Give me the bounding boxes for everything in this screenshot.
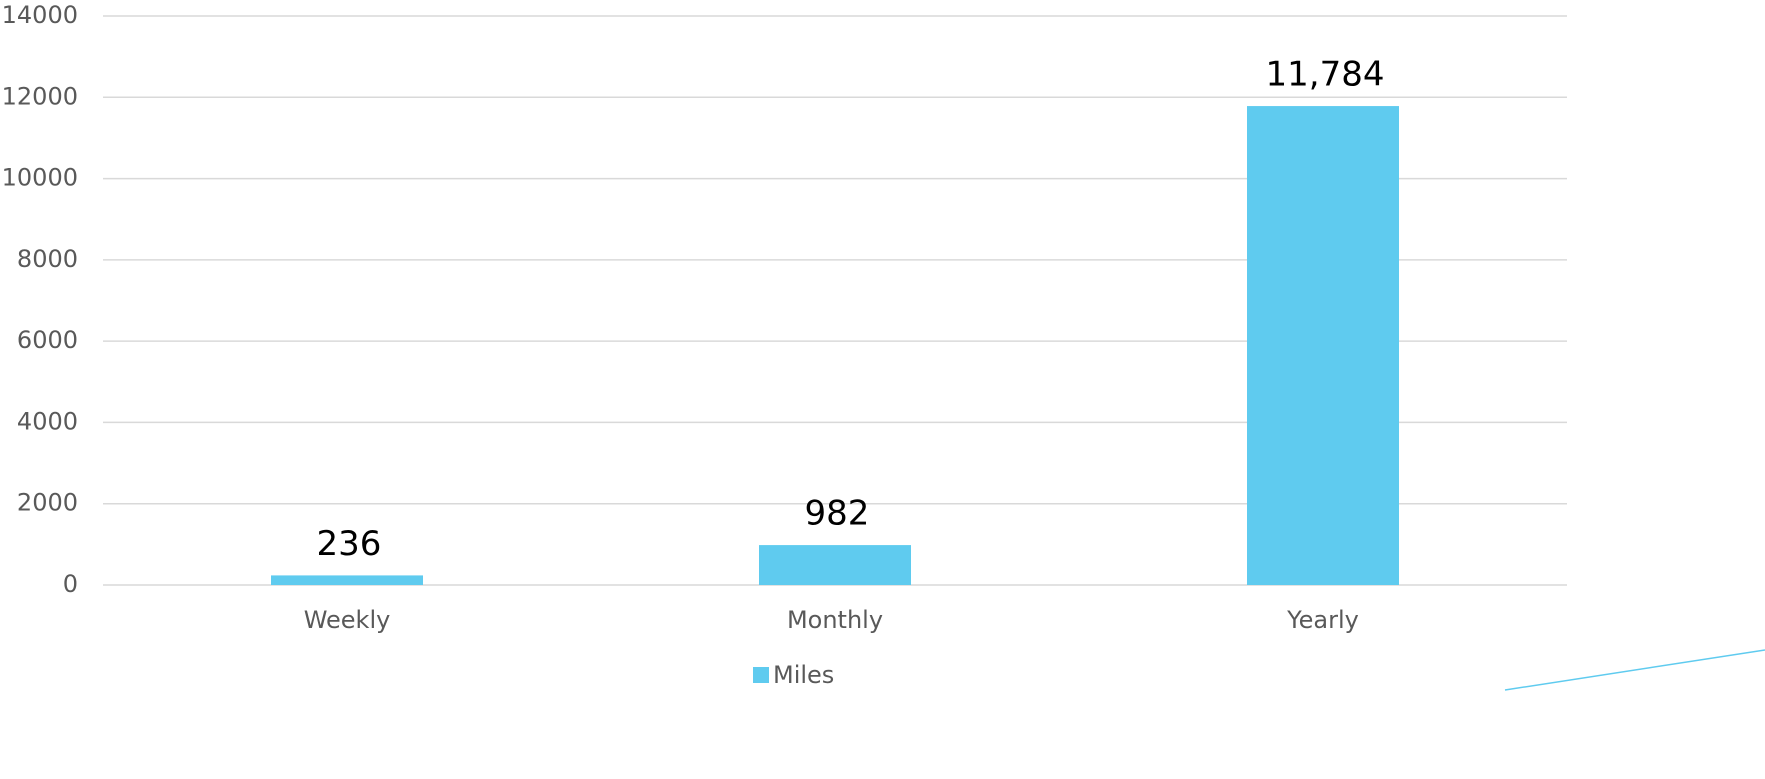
y-tick-label: 8000 <box>17 245 78 273</box>
value-label: 236 <box>317 524 382 564</box>
y-tick-label: 14000 <box>2 1 78 29</box>
bar <box>271 575 423 585</box>
y-tick-label: 10000 <box>2 164 78 192</box>
bar <box>759 545 911 585</box>
y-tick-label: 12000 <box>2 82 78 110</box>
x-tick-label: Monthly <box>787 606 883 634</box>
legend-swatch <box>753 667 769 683</box>
y-tick-label: 0 <box>63 570 78 598</box>
bar <box>1247 106 1399 585</box>
value-label: 982 <box>805 494 870 534</box>
x-tick-label: Weekly <box>304 606 391 634</box>
y-tick-label: 2000 <box>17 489 78 517</box>
y-tick-label: 6000 <box>17 326 78 354</box>
decoration <box>1504 649 1765 691</box>
x-tick-label: Yearly <box>1286 606 1359 634</box>
legend-label: Miles <box>773 661 834 689</box>
value-label: 11,784 <box>1266 55 1385 95</box>
y-tick-label: 4000 <box>17 407 78 435</box>
